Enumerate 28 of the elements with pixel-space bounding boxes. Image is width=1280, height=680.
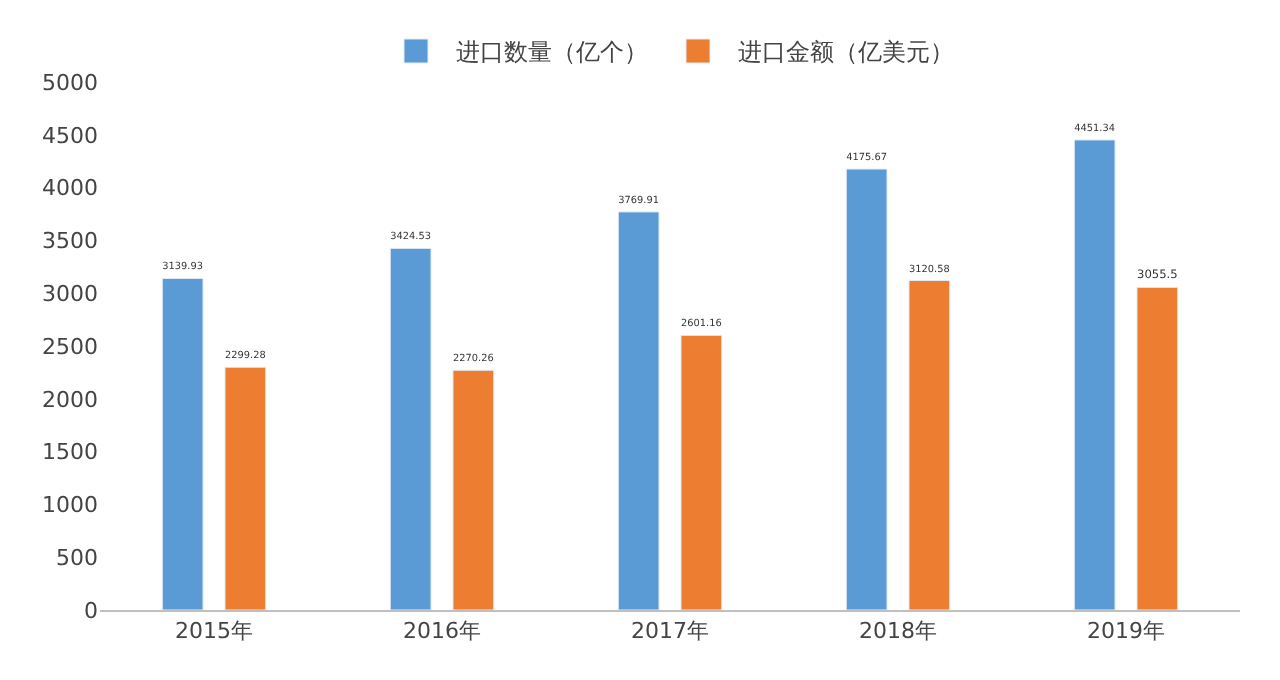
x-tick-label: 2016年: [403, 618, 481, 645]
bar: [617, 211, 660, 610]
x-tick-label: 2019年: [1087, 618, 1165, 645]
x-tick-label: 2017年: [631, 618, 709, 645]
y-tick-label: 3000: [42, 280, 98, 307]
y-tick-label: 1500: [42, 439, 98, 466]
y-tick-label: 5000: [42, 69, 98, 96]
y-tick-label: 4000: [42, 175, 98, 202]
bar: [224, 366, 267, 610]
y-tick-label: 500: [56, 544, 98, 571]
y-tick-label: 3500: [42, 228, 98, 255]
y-tick-label: 1000: [42, 492, 98, 519]
bar: [452, 369, 495, 610]
bar: [1073, 139, 1116, 610]
bar: [680, 334, 723, 610]
bar: [845, 168, 888, 610]
y-tick-label: 2500: [42, 333, 98, 360]
bar: [908, 279, 951, 610]
bar: [1136, 286, 1179, 610]
bar: [389, 247, 432, 610]
x-tick-label: 2018年: [859, 618, 937, 645]
y-tick-label: 2000: [42, 386, 98, 413]
legend-label: 进口数量（亿个）: [456, 38, 648, 67]
x-tick-label: 2015年: [175, 618, 253, 645]
bar: [161, 277, 204, 610]
y-tick-label: 0: [84, 597, 98, 624]
legend-label: 进口金额（亿美元）: [738, 38, 954, 67]
y-tick-label: 4500: [42, 122, 98, 149]
